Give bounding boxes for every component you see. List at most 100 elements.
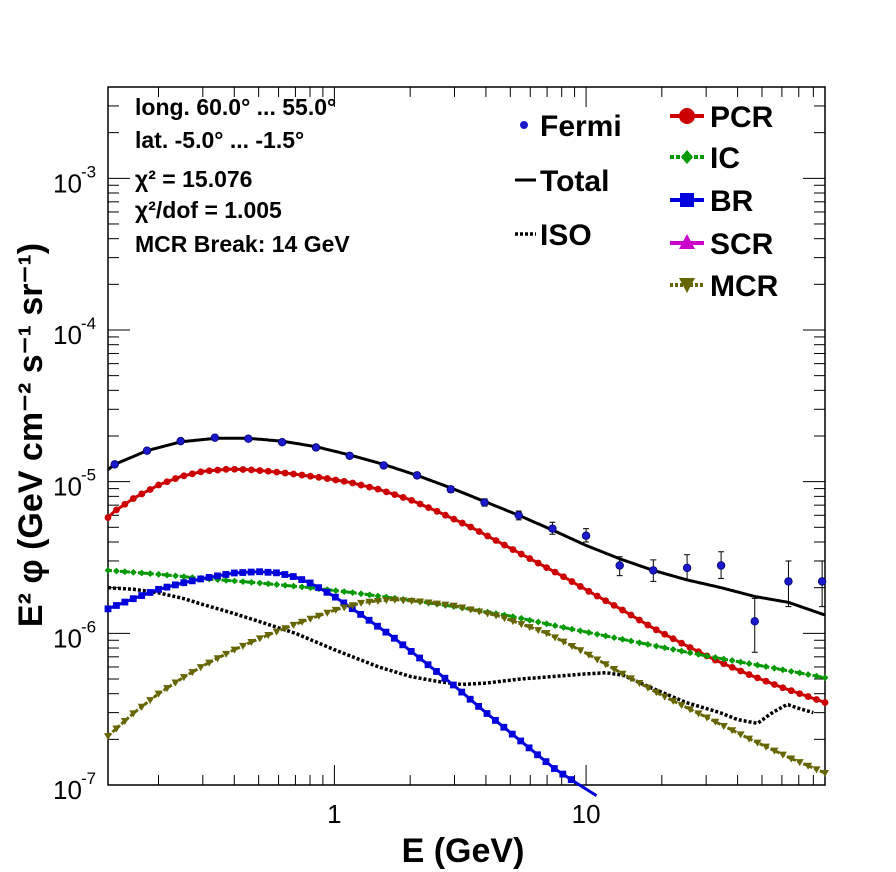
pcr-marker — [543, 564, 551, 571]
mcr-marker — [584, 651, 593, 659]
br-marker — [492, 716, 499, 724]
pcr-marker — [509, 546, 517, 553]
br-marker — [407, 647, 415, 655]
br-marker — [239, 569, 247, 576]
pcr-marker — [155, 481, 163, 489]
pcr-marker — [787, 687, 795, 695]
mcr-marker — [104, 733, 112, 741]
ic-marker — [602, 632, 610, 640]
fermi-point — [649, 559, 658, 582]
ic-marker — [813, 672, 820, 680]
br-marker — [374, 622, 381, 630]
fermi-point — [716, 551, 726, 579]
fermi-point — [244, 434, 253, 443]
ic-marker — [770, 664, 778, 672]
ic-marker — [332, 587, 340, 595]
legend-label-fermi: Fermi — [540, 110, 622, 143]
fermi-marker — [110, 460, 119, 469]
mcr-marker — [753, 739, 762, 747]
mcr-marker — [736, 731, 745, 739]
br-marker — [331, 593, 339, 601]
info-line-chi2: χ² = 15.076 — [135, 166, 252, 192]
mcr-marker — [137, 703, 146, 711]
br-marker — [508, 730, 516, 738]
br-marker — [180, 579, 188, 587]
ic-marker — [104, 566, 112, 574]
pcr-marker — [382, 488, 390, 496]
br-marker — [382, 628, 390, 636]
legend-label-pcr: PCR — [710, 101, 774, 134]
legend-marker-ic — [681, 150, 693, 164]
pcr-marker — [172, 475, 179, 482]
ic-marker — [720, 655, 728, 663]
pcr-marker — [492, 537, 500, 544]
fermi-marker — [244, 434, 253, 443]
pcr-marker — [332, 476, 340, 484]
total-curve — [107, 436, 826, 617]
fermi-point — [615, 556, 624, 577]
pcr-marker — [113, 506, 120, 514]
ic-marker — [737, 658, 745, 666]
ic-marker — [711, 654, 719, 661]
mcr-marker — [677, 702, 686, 710]
br-marker — [357, 610, 365, 618]
br-marker — [567, 776, 575, 784]
pcr-marker — [290, 470, 297, 478]
pcr-marker — [636, 616, 643, 624]
ic-marker — [568, 625, 576, 633]
pcr-marker — [248, 466, 255, 474]
pcr-marker — [610, 601, 618, 609]
pcr-marker — [779, 684, 787, 692]
pcr-marker — [627, 611, 635, 619]
mcr-marker — [196, 664, 205, 672]
ic-marker — [678, 647, 685, 655]
mcr-marker — [551, 634, 560, 642]
br-marker — [121, 598, 129, 606]
mcr-marker — [601, 661, 610, 669]
mcr-marker — [483, 610, 492, 618]
br-marker — [433, 668, 440, 675]
pcr-marker — [138, 490, 146, 498]
legend-entry-fermi: Fermi — [520, 110, 622, 143]
pcr-marker — [104, 514, 112, 521]
pcr-marker — [737, 667, 745, 675]
pcr-marker — [568, 578, 576, 585]
mcr-marker — [281, 625, 290, 633]
legend-entry-mcr: MCR — [670, 270, 779, 303]
ic-marker — [762, 663, 770, 671]
mcr-marker — [694, 710, 703, 718]
y-tick-label-base: 10 — [53, 472, 82, 502]
fermi-point — [750, 597, 759, 653]
ic-marker — [627, 637, 635, 645]
pcr-marker — [366, 483, 373, 491]
fermi-marker — [649, 566, 658, 575]
mcr-marker — [593, 656, 602, 664]
mcr-marker — [238, 642, 247, 650]
ic-marker — [138, 569, 146, 577]
legend-entry-ic: IC — [670, 142, 740, 175]
legend-marker-pcr — [679, 108, 695, 124]
mcr-marker — [466, 606, 475, 614]
pcr-marker — [576, 583, 584, 590]
br-marker — [340, 599, 348, 607]
pcr-marker — [475, 528, 483, 535]
mcr-marker — [719, 722, 728, 730]
mcr-marker — [331, 606, 340, 614]
model-curves — [104, 436, 829, 798]
mcr-marker — [247, 639, 256, 647]
br-marker — [163, 583, 171, 591]
fermi-marker — [817, 577, 827, 586]
ic-marker — [155, 570, 163, 578]
mcr-marker — [424, 599, 433, 607]
br-marker — [104, 605, 112, 613]
ic-marker — [787, 667, 795, 675]
ic-marker — [129, 568, 137, 576]
br-marker — [273, 569, 280, 577]
y-tick-label-base: 10 — [53, 320, 82, 350]
mcr-marker — [567, 642, 576, 650]
mcr-marker — [298, 618, 307, 626]
ic-marker — [256, 579, 264, 587]
legend-marker-scr — [679, 234, 695, 249]
fermi-point — [311, 443, 321, 452]
y-tick-label-exponent: -7 — [81, 769, 96, 788]
